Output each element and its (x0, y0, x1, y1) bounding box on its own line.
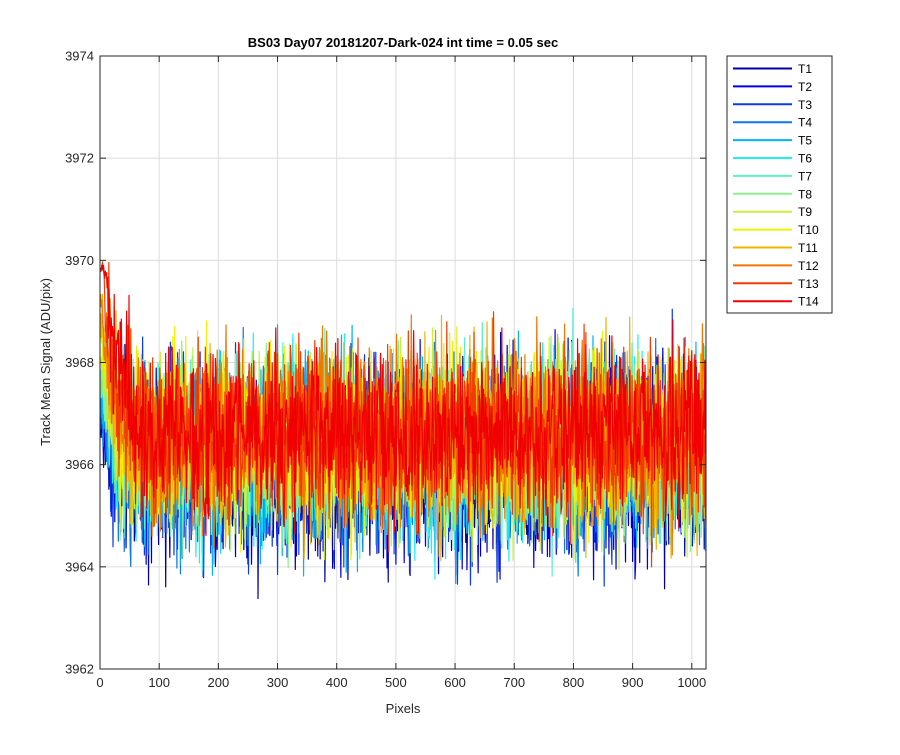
legend-item-T13: T13 (733, 277, 819, 291)
x-tick-label: 100 (148, 675, 170, 690)
x-tick-label: 200 (208, 675, 230, 690)
legend-item-T10: T10 (733, 223, 819, 237)
legend-label: T7 (798, 169, 812, 183)
legend-label: T8 (798, 187, 812, 201)
legend-item-T6: T6 (733, 152, 812, 166)
legend-box (726, 55, 833, 314)
x-tick-label: 400 (326, 675, 348, 690)
legend-label: T14 (798, 295, 819, 309)
legend-item-T5: T5 (733, 134, 812, 148)
legend-item-T7: T7 (733, 169, 812, 183)
legend-label: T2 (798, 80, 812, 94)
x-tick-label: 700 (503, 675, 525, 690)
y-tick-label: 3970 (65, 253, 94, 268)
legend-item-T12: T12 (733, 259, 819, 273)
x-axis-label: Pixels (386, 701, 421, 716)
x-tick-label: 1000 (677, 675, 706, 690)
legend-label: T12 (798, 259, 819, 273)
legend-label: T13 (798, 277, 819, 291)
legend-item-T4: T4 (733, 116, 812, 130)
legend-item-T14: T14 (733, 295, 819, 309)
legend-label: T5 (798, 134, 812, 148)
x-tick-label: 300 (267, 675, 289, 690)
x-tick-label: 0 (96, 675, 103, 690)
legend-label: T1 (798, 62, 812, 76)
y-tick-label: 3962 (65, 662, 94, 677)
legend-label: T4 (798, 116, 812, 130)
y-tick-label: 3964 (65, 559, 94, 574)
x-tick-label: 600 (444, 675, 466, 690)
x-tick-label: 500 (385, 675, 407, 690)
y-tick-label: 3974 (65, 49, 94, 64)
ticks-layer (99, 55, 706, 670)
legend: T1 T2 T3 T4 T5 T6 T7 T8 T9 T10 T11 T12 T13 T14 (726, 55, 833, 314)
legend-item-T2: T2 (733, 80, 812, 94)
legend-label: T6 (798, 152, 812, 166)
y-tick-label: 3972 (65, 151, 94, 166)
y-tick-labels: 3962 3964 3966 3968 3970 3972 3974 (65, 49, 94, 677)
x-tick-label: 900 (622, 675, 644, 690)
legend-item-T9: T9 (733, 205, 812, 219)
legend-item-T11: T11 (733, 241, 818, 255)
y-tick-label: 3968 (65, 355, 94, 370)
series-layer (100, 261, 706, 600)
legend-item-T8: T8 (733, 187, 812, 201)
chart-title: BS03 Day07 20181207-Dark-024 int time = … (248, 35, 558, 50)
legend-label: T9 (798, 205, 812, 219)
legend-label: T3 (798, 98, 812, 112)
y-tick-label: 3966 (65, 457, 94, 472)
legend-item-T1: T1 (733, 62, 812, 76)
x-tick-labels: 0 100 200 300 400 500 600 700 800 900 1000 (96, 675, 706, 690)
series-line-T14 (100, 264, 706, 536)
legend-label: T11 (798, 241, 818, 255)
y-axis-label: Track Mean Signal (ADU/pix) (38, 278, 53, 446)
legend-label: T10 (798, 223, 819, 237)
x-tick-label: 800 (563, 675, 585, 690)
legend-item-T3: T3 (733, 98, 812, 112)
